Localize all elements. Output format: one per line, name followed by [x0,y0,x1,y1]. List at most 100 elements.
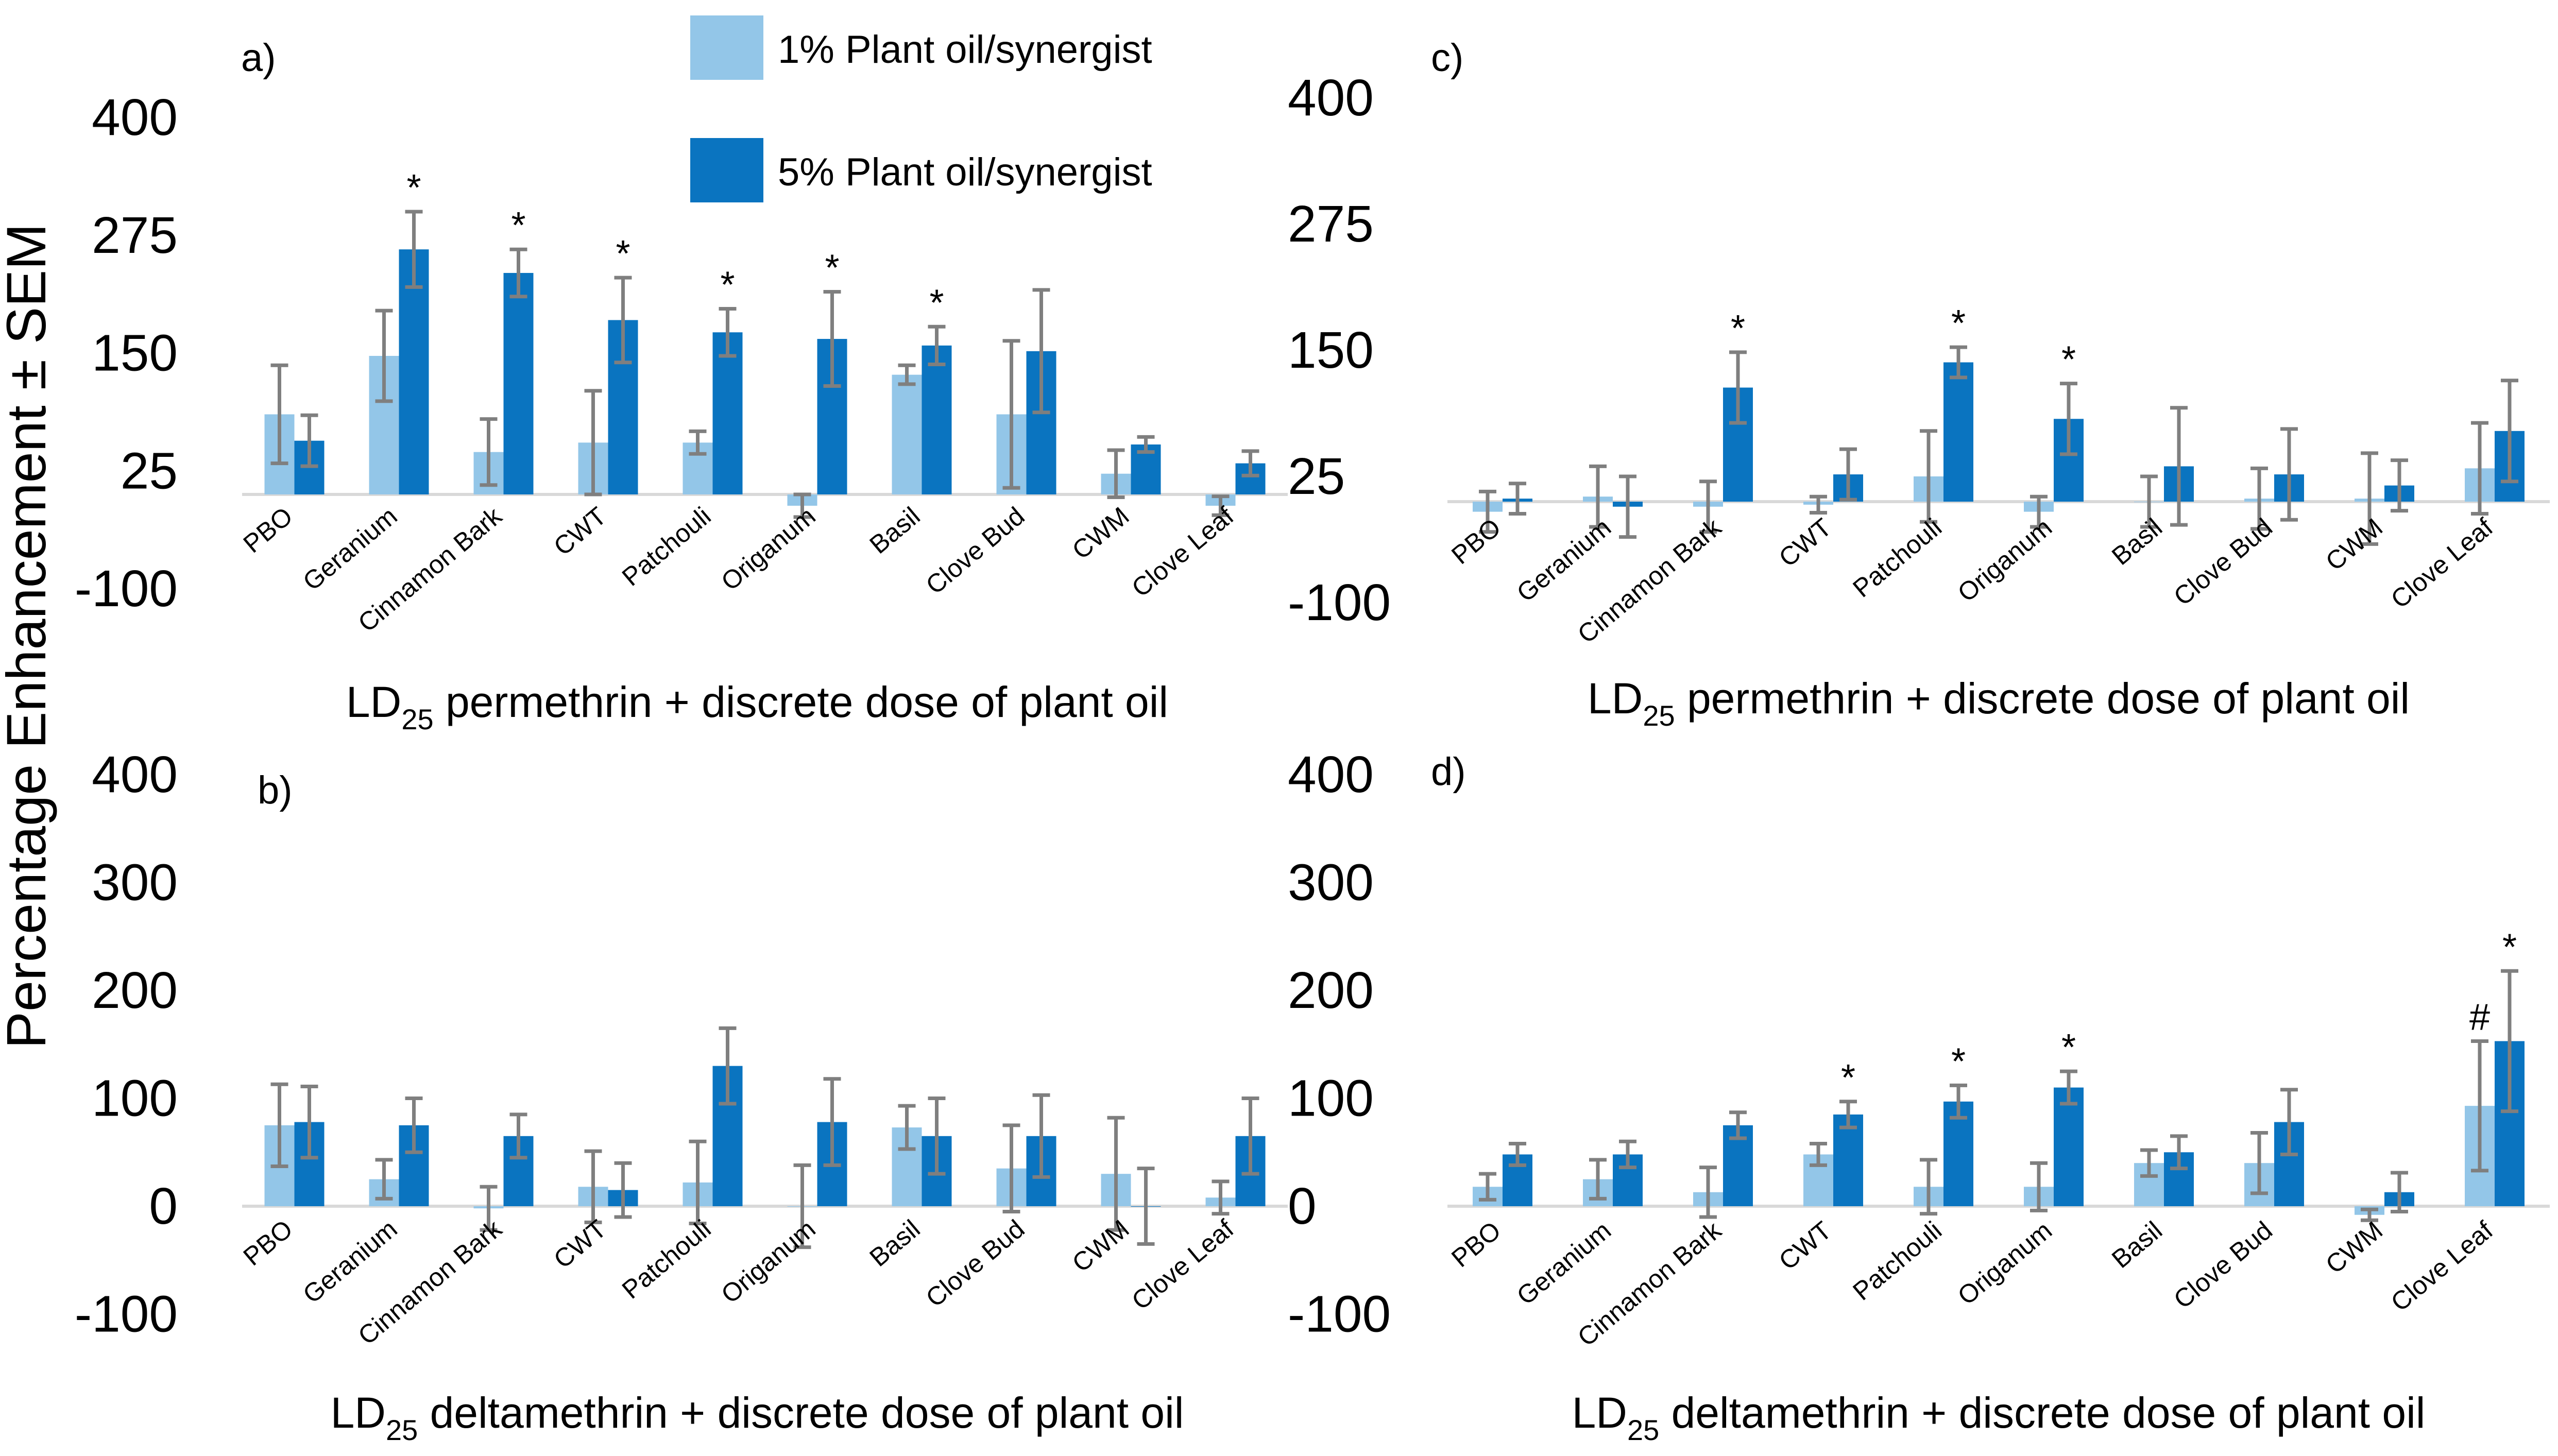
x-tick-label: Origanum [1952,513,2057,608]
x-tick-label: CWM [1067,502,1135,565]
y-tick-label: 200 [1288,962,1374,1019]
error-bar-clove-leaf-series-2 [2501,379,2518,484]
error-bar-patchouli-series-1 [689,1139,707,1226]
error-bar-pbo-series-2 [1509,1141,1526,1167]
y-tick-label: 0 [1288,1177,1317,1235]
error-bar-cinnamon-bark-series-1 [480,417,498,487]
error-bar-clove-leaf-series-1 [2471,1039,2488,1173]
error-bar-clove-leaf-series-2 [2501,969,2518,1114]
error-bar-pbo-series-1 [1479,1172,1496,1202]
error-bar-cwt-series-2 [1839,1100,1857,1129]
error-bar-pbo-series-2 [300,413,318,468]
y-tick-label: -100 [75,560,178,618]
bar-origanum-series-2 [2054,1087,2084,1206]
error-bar-geranium-series-1 [1589,1158,1607,1201]
significance-mark: * [406,167,421,209]
y-tick-label: -100 [1288,574,1391,631]
x-tick-label: Basil [2106,1216,2168,1274]
error-bar-clove-bud-series-2 [2280,1088,2298,1156]
x-tick-label: PBO [238,1214,298,1272]
bar-basil-series-1 [892,374,922,494]
legend-swatch-2 [690,138,763,202]
error-bar-basil-series-2 [928,324,946,366]
x-tick-label: CWT [1773,1216,1837,1276]
error-bar-clove-leaf-series-1 [2471,421,2488,516]
error-bar-cwm-series-1 [1107,448,1125,499]
y-tick-label: 200 [92,962,178,1019]
error-bar-origanum-series-1 [2030,1161,2048,1212]
significance-mark: * [1951,1041,1966,1082]
bar-patchouli-series-2 [712,332,743,494]
error-bar-pbo-series-1 [1479,489,1496,534]
y-tick-label: -100 [1288,1286,1391,1343]
error-bar-geranium-series-1 [375,309,393,403]
error-bar-cinnamon-bark-series-1 [480,1185,498,1232]
error-bar-origanum-series-2 [823,1077,841,1167]
significance-mark: * [720,264,735,305]
x-tick-label: Clove Bud [2168,1216,2278,1314]
x-tick-label: Clove Bud [920,502,1030,600]
error-bar-clove-leaf-series-2 [1241,1097,1259,1176]
error-bar-cwm-series-2 [1137,1167,1155,1246]
x-tick-label: Patchouli [617,1214,717,1305]
x-tick-label: Geranium [1511,1216,1616,1311]
significance-mark: * [1951,303,1966,344]
x-axis-label: LD25 deltamethrin + discrete dose of pla… [1572,1389,2426,1446]
bar-geranium-series-2 [399,249,429,494]
x-tick-label: Basil [864,1214,926,1273]
x-tick-label: Origanum [715,502,821,596]
error-bar-clove-leaf-series-2 [1241,449,1259,477]
error-bar-cwm-series-1 [1107,1116,1125,1232]
x-tick-label: Clove Leaf [1126,1214,1239,1315]
error-bar-cwt-series-2 [614,1161,632,1219]
error-bar-origanum-series-2 [823,290,841,388]
panel-letter: b) [258,768,293,812]
x-tick-label: Clove Leaf [2385,1215,2498,1317]
y-tick-label: 400 [92,746,178,803]
x-tick-label: Clove Bud [920,1214,1030,1313]
x-tick-label: Origanum [1952,1216,2057,1311]
error-bar-cwm-series-1 [2361,1207,2378,1222]
error-bar-basil-series-2 [928,1097,946,1176]
error-bar-cwt-series-1 [584,389,602,496]
x-tick-label: PBO [1446,1216,1506,1273]
error-bar-cinnamon-bark-series-1 [1699,1166,1717,1219]
error-bar-pbo-series-1 [270,1082,288,1168]
error-bar-cinnamon-bark-series-1 [1699,479,1717,534]
error-bar-patchouli-series-2 [719,1026,737,1106]
error-bar-clove-bud-series-1 [2250,1131,2268,1195]
error-bar-cwm-series-2 [2391,458,2408,513]
error-bar-geranium-series-2 [1619,474,1636,539]
x-tick-label: Basil [864,502,926,560]
error-bar-basil-series-1 [898,1104,916,1151]
x-tick-label: Basil [2106,513,2168,571]
y-tick-label: 150 [92,324,178,382]
error-bar-cinnamon-bark-series-2 [1729,1110,1747,1140]
bar-cinnamon-bark-series-2 [503,272,534,494]
y-tick-label: 275 [1288,195,1374,253]
x-tick-label: Geranium [1511,513,1616,608]
y-tick-label: 300 [92,854,178,912]
x-tick-label: Patchouli [1847,1216,1947,1306]
y-tick-label: 300 [1288,854,1374,912]
error-bar-geranium-series-2 [405,210,423,289]
error-bar-origanum-series-1 [2030,494,2048,529]
bar-basil-series-2 [922,345,952,494]
x-tick-label: CWT [548,1214,611,1274]
significance-mark: * [1841,1057,1855,1099]
error-bar-geranium-series-1 [1589,464,1607,529]
error-bar-cwm-series-2 [2391,1171,2408,1213]
x-tick-label: CWM [1067,1214,1135,1278]
error-bar-geranium-series-1 [375,1158,393,1201]
y-tick-label: 100 [92,1070,178,1127]
error-bar-pbo-series-2 [1509,482,1526,516]
x-axis-label: LD25 permethrin + discrete dose of plant… [1588,674,2410,732]
error-bar-basil-series-1 [2140,474,2158,529]
error-bar-basil-series-2 [2170,406,2188,527]
bar-cwt-series-2 [1833,1114,1863,1206]
error-bar-basil-series-2 [2170,1134,2188,1171]
